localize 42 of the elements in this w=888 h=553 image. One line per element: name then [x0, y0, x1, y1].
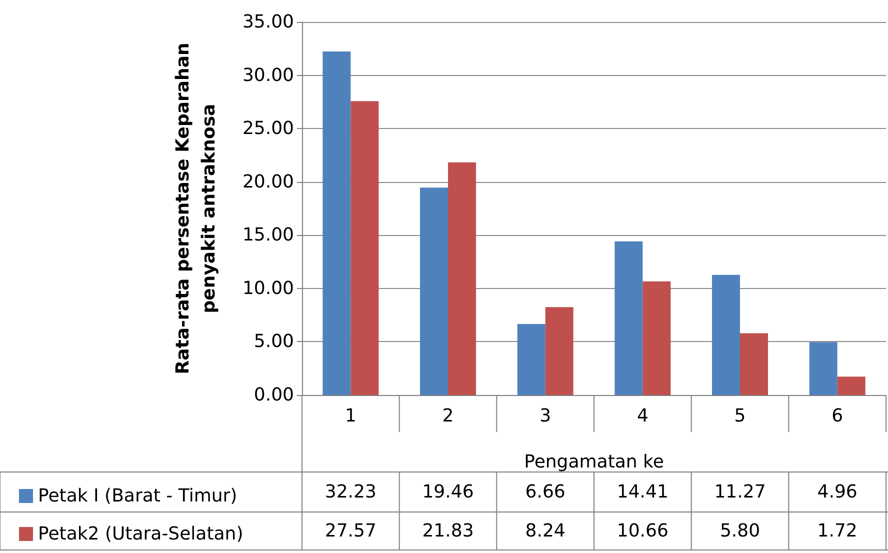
y-tick-label: 10.00 — [242, 278, 294, 299]
x-tick-label: 4 — [636, 406, 648, 426]
data-label: 27.57 — [324, 520, 376, 542]
data-label: 10.66 — [616, 520, 668, 542]
y-tick-label: 5.00 — [254, 331, 294, 352]
x-tick-label: 5 — [734, 406, 746, 426]
y-tick-label: 20.00 — [242, 171, 294, 192]
y-tick-label: 25.00 — [242, 118, 294, 140]
x-tick-label: 6 — [832, 406, 844, 426]
bar — [420, 188, 448, 395]
legend-label: Petak2 (Utara-Selatan) — [38, 524, 244, 544]
bar — [448, 162, 476, 395]
bar — [614, 241, 643, 395]
data-label: 6.66 — [525, 482, 566, 502]
bar — [642, 281, 671, 395]
data-label: 19.46 — [422, 482, 474, 502]
data-label: 5.80 — [720, 520, 760, 542]
data-label: 11.27 — [714, 482, 766, 502]
bar — [740, 333, 768, 395]
x-tick-label: 3 — [540, 406, 552, 426]
legend-label: Petak I (Barat - Timur) — [38, 486, 238, 506]
data-label: 4.96 — [817, 482, 858, 502]
bar — [545, 307, 574, 395]
y-axis-title: Rata-rata persentase Keparahan penyakit antraknosa — [172, 42, 220, 374]
data-label: 21.83 — [422, 520, 474, 542]
data-label: 1.72 — [817, 520, 858, 542]
data-label: 32.23 — [324, 482, 376, 502]
bar — [712, 274, 740, 395]
y-tick-label: 30.00 — [242, 64, 294, 86]
bar — [350, 101, 379, 395]
x-tick-label: 1 — [344, 406, 356, 426]
y-tick-label: 35.00 — [242, 12, 294, 32]
bar — [837, 376, 866, 395]
y-tick-label: 0.00 — [254, 384, 294, 406]
x-axis-title: Pengamatan ke — [524, 452, 664, 472]
data-label: 8.24 — [525, 520, 566, 542]
bar — [517, 324, 546, 395]
x-tick-label: 2 — [442, 406, 454, 426]
bar — [322, 52, 351, 395]
bar — [809, 342, 838, 395]
data-label: 14.41 — [616, 482, 668, 502]
y-tick-label: 15.00 — [242, 224, 294, 246]
